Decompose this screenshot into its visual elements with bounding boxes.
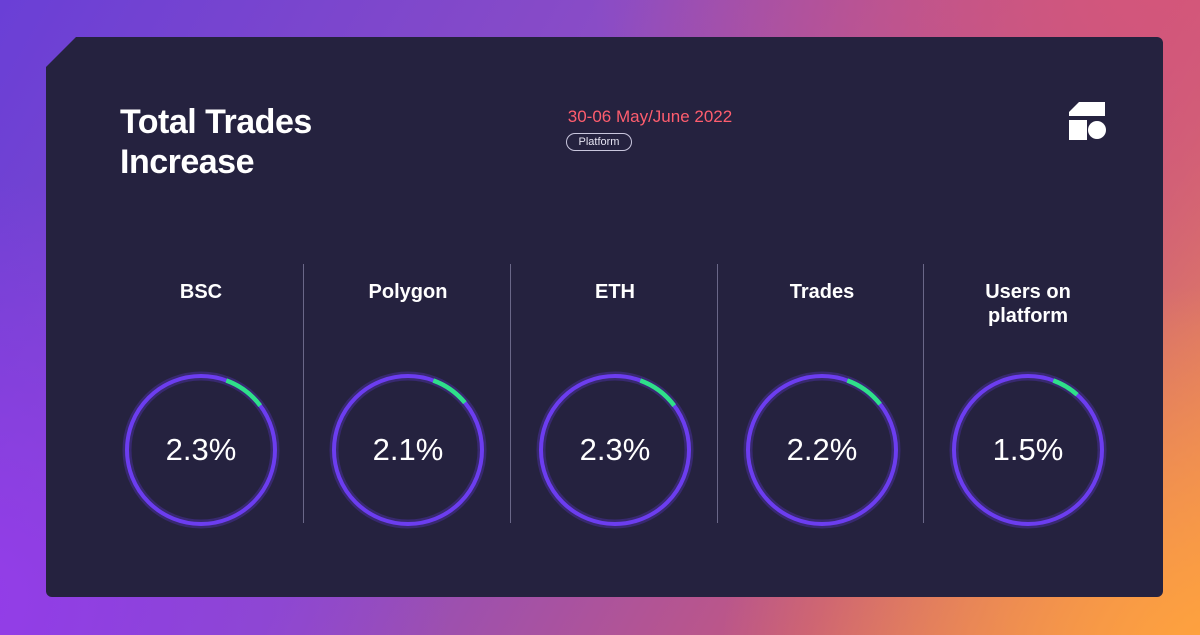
metric-value: 1.5% [992,432,1064,467]
metric-label: ETH [595,281,635,303]
divider [717,264,718,523]
ring-track [539,374,691,526]
metric-label: Users on platform [985,281,1071,327]
metric-value: 2.3% [165,432,237,467]
ring-track [746,374,898,526]
progress-arc [639,378,676,407]
ring-track [125,374,277,526]
progress-ring [743,371,901,529]
progress-ring [536,371,694,529]
metric-value: 2.1% [372,432,444,467]
metric-label: Trades [789,281,855,303]
divider [510,264,511,523]
metric-label: BSC [179,281,223,303]
progress-arc [846,378,882,406]
metric-value: 2.2% [786,432,858,467]
card-title: Total Trades Increase [120,103,312,181]
progress-ring [329,371,487,529]
metric-value: 2.3% [579,432,651,467]
divider [923,264,924,523]
stats-card: Total Trades Increase 30-06 May/June 202… [46,37,1163,597]
progress-ring [949,371,1107,529]
date-range: 30-06 May/June 2022 [567,107,733,126]
platform-badge: Platform [566,133,632,151]
divider [303,264,304,523]
ring-track [332,374,484,526]
metric-bsc: BSC 2.3% [98,264,304,529]
brand-logo-icon [1069,102,1106,140]
progress-ring [122,371,280,529]
metric-users-on-platform: Users on platform 1.5% [925,264,1131,529]
progress-arc [1052,378,1079,397]
metric-polygon: Polygon 2.1% [305,264,511,529]
progress-arc [225,378,262,407]
metric-eth: ETH 2.3% [512,264,718,529]
metrics-row: BSC 2.3% Polygon 2.1% ETH 2.3% Trades 2.… [46,37,1163,597]
metric-label: Polygon [368,281,448,303]
metric-trades: Trades 2.2% [719,264,925,529]
ring-track [952,374,1104,526]
progress-arc [432,378,467,405]
